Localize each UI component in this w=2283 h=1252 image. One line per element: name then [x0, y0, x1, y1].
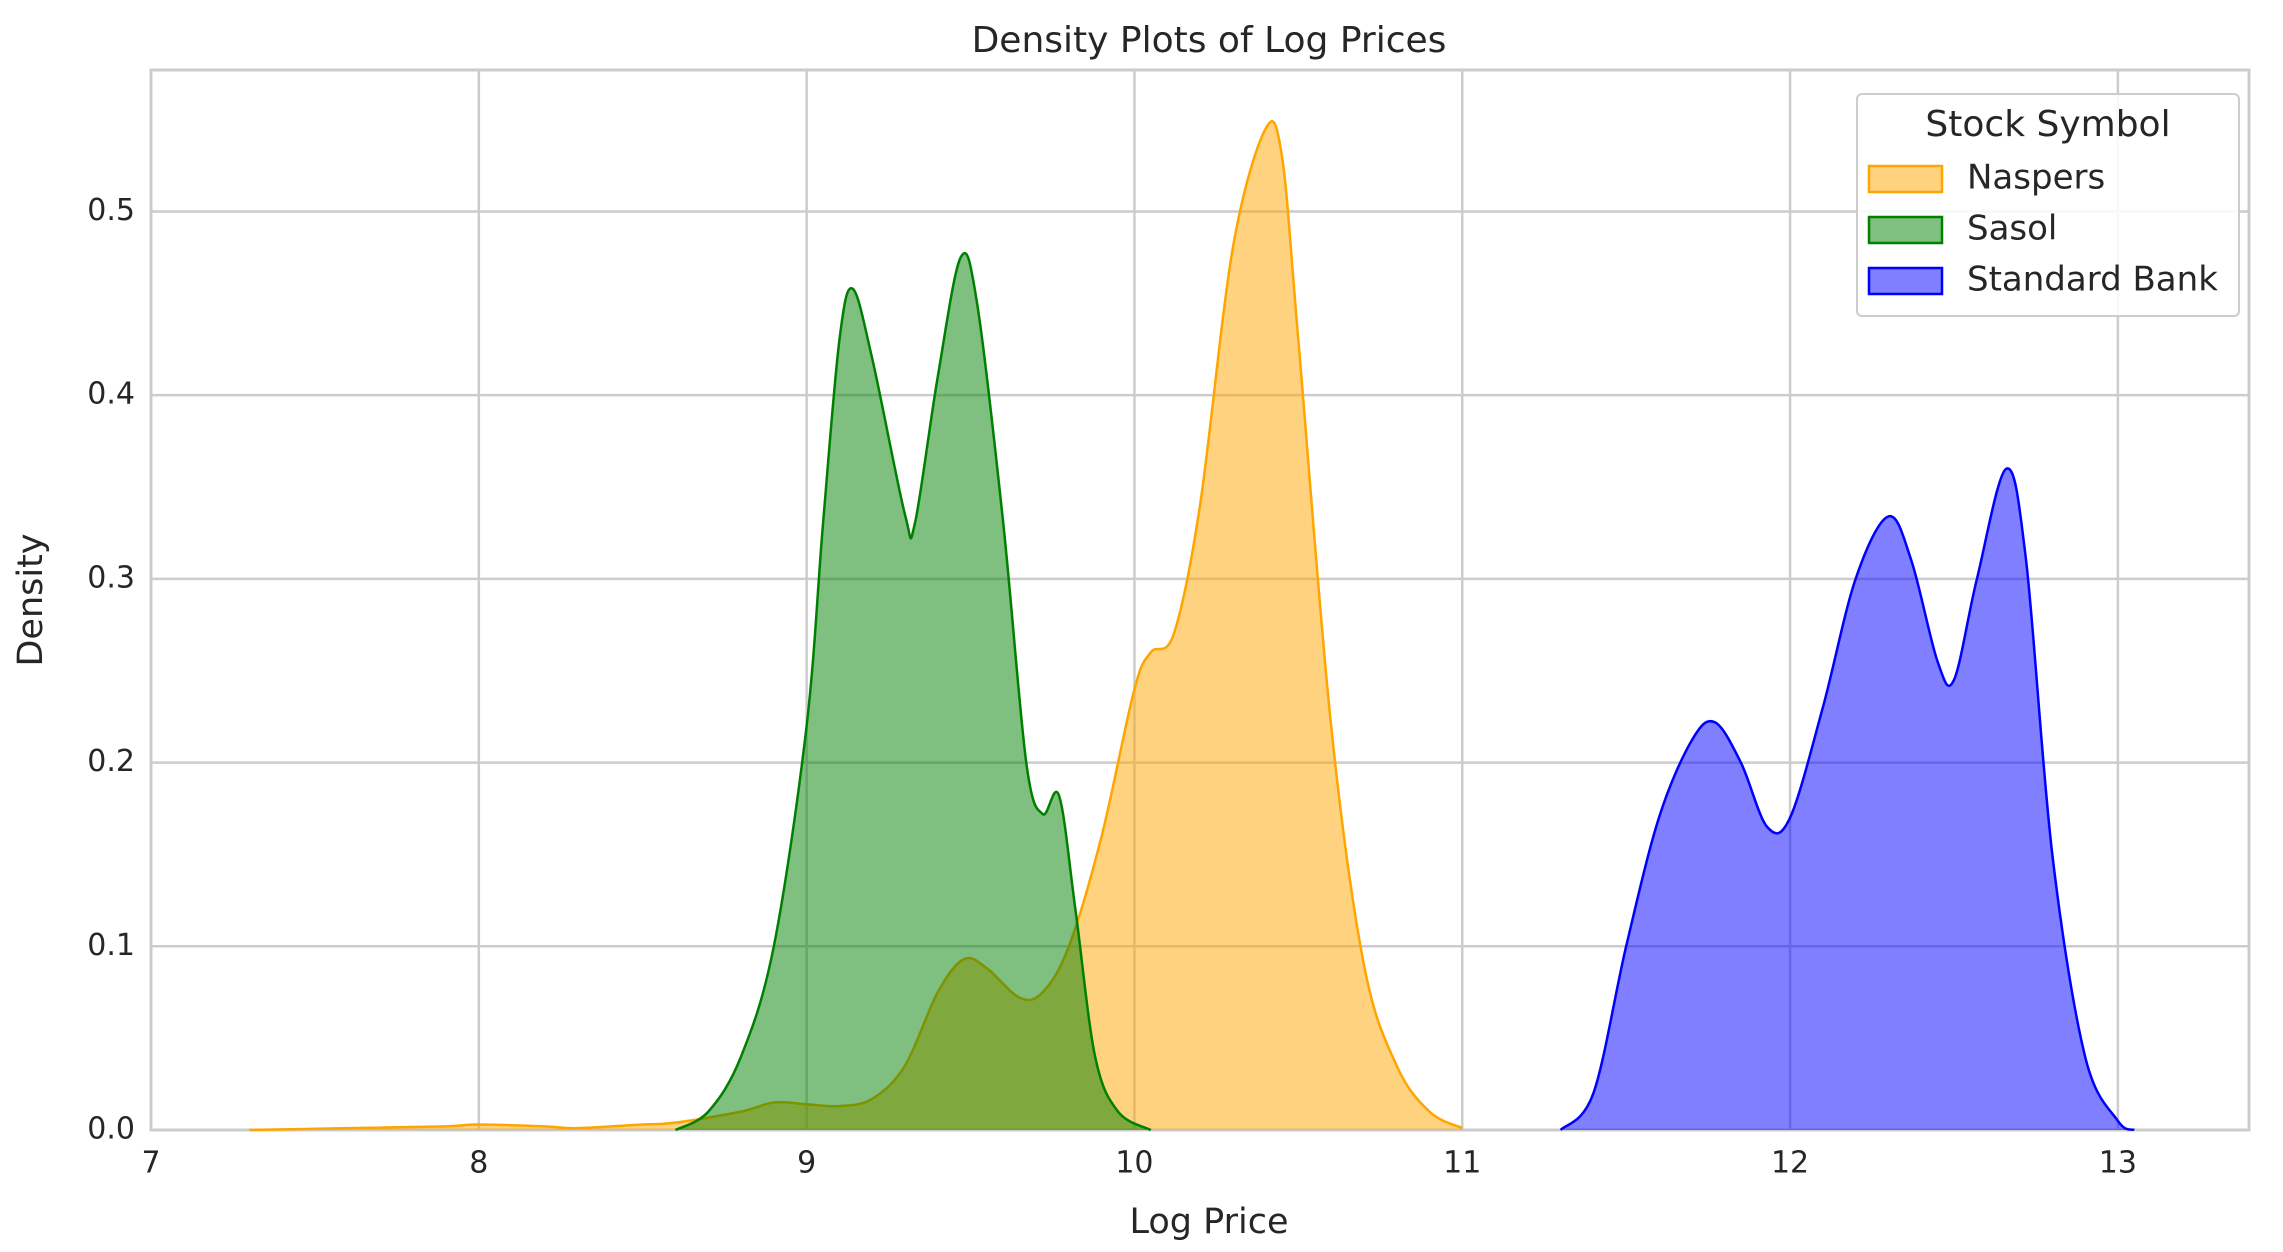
- y-tick-label: 0.1: [87, 928, 135, 963]
- x-tick-label: 9: [797, 1146, 816, 1181]
- x-axis-label: Log Price: [1129, 1202, 1288, 1242]
- x-tick-label: 11: [1443, 1146, 1481, 1181]
- x-tick-label: 7: [141, 1146, 160, 1181]
- y-axis-label: Density: [11, 533, 51, 666]
- legend-label: Naspers: [1967, 158, 2105, 198]
- legend-swatch: [1867, 266, 1944, 296]
- x-tick-label: 10: [1115, 1146, 1153, 1181]
- legend-swatch: [1867, 164, 1944, 194]
- density-line: [1559, 467, 2135, 1132]
- y-tick-label: 0.2: [87, 744, 135, 779]
- y-tick-label: 0.4: [87, 377, 135, 412]
- legend-label: Standard Bank: [1967, 260, 2218, 300]
- legend-swatch: [1867, 215, 1944, 245]
- density-area: [1560, 468, 2135, 1130]
- legend-box: [1856, 93, 2240, 317]
- legend-title: Stock Symbol: [1925, 104, 2170, 145]
- y-tick-label: 0.5: [87, 193, 135, 228]
- x-tick-label: 12: [1771, 1146, 1809, 1181]
- legend-label: Sasol: [1967, 209, 2057, 249]
- chart-title: Density Plots of Log Prices: [972, 20, 1447, 61]
- y-tick-label: 0.0: [87, 1112, 135, 1147]
- density-area: [249, 121, 1463, 1130]
- density-line: [674, 251, 1152, 1132]
- density-area: [675, 253, 1151, 1130]
- x-tick-label: 8: [469, 1146, 488, 1181]
- x-tick-label: 13: [2099, 1146, 2137, 1181]
- y-tick-label: 0.3: [87, 560, 135, 595]
